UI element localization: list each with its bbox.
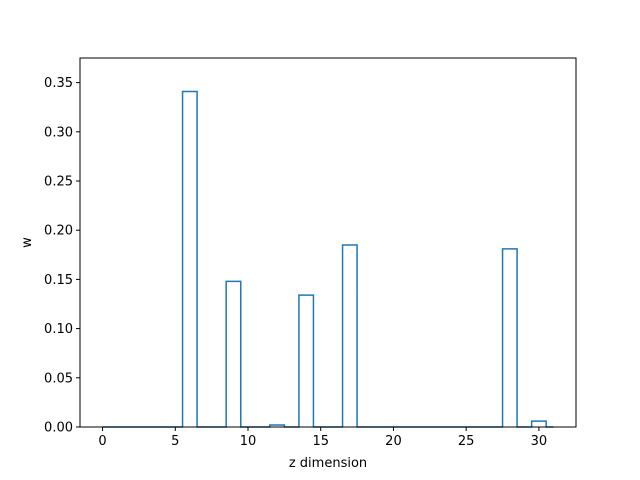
y-tick-label: 0.15 bbox=[44, 273, 73, 288]
x-tick-label: 10 bbox=[240, 434, 257, 449]
x-tick-label: 30 bbox=[531, 434, 548, 449]
y-tick-label: 0.20 bbox=[44, 224, 73, 239]
y-tick-label: 0.05 bbox=[44, 371, 73, 386]
x-tick-label: 15 bbox=[312, 434, 329, 449]
x-tick-label: 20 bbox=[385, 434, 402, 449]
y-axis: 0.00 0.05 0.10 0.15 0.20 0.25 0.30 0.35 bbox=[44, 76, 80, 436]
y-tick-label: 0.30 bbox=[44, 125, 73, 140]
step-series bbox=[102, 90, 554, 428]
y-tick-label: 0.00 bbox=[44, 421, 73, 436]
x-tick-label: 5 bbox=[171, 434, 179, 449]
y-axis-label: w bbox=[20, 237, 35, 248]
y-tick-label: 0.25 bbox=[44, 175, 73, 190]
y-tick-label: 0.35 bbox=[44, 76, 73, 91]
y-tick-label: 0.10 bbox=[44, 322, 73, 337]
x-tick-label: 0 bbox=[98, 434, 106, 449]
plot-frame bbox=[79, 57, 577, 428]
x-tick-label: 25 bbox=[458, 434, 475, 449]
x-axis-label: z dimension bbox=[289, 456, 367, 471]
step-line bbox=[102, 90, 554, 428]
x-axis: 0 5 10 15 20 25 30 bbox=[98, 427, 547, 449]
